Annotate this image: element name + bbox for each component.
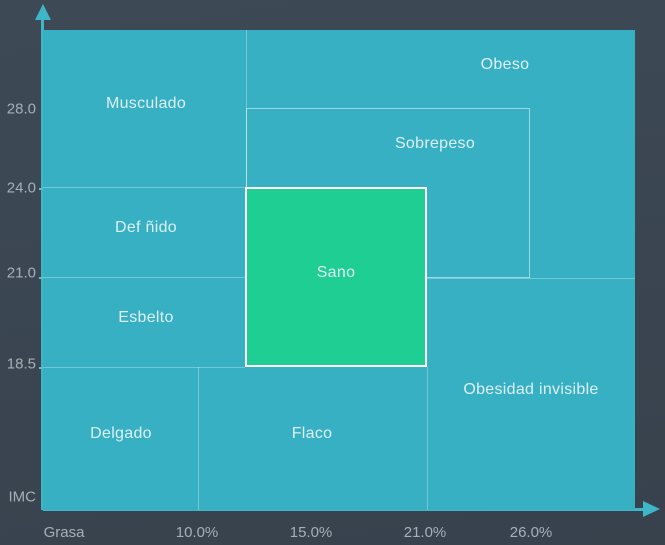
zone-sano xyxy=(245,187,427,367)
zone-label-musculado: Musculado xyxy=(105,95,187,112)
y-axis-arrow-icon xyxy=(35,4,51,20)
zone-divider-line xyxy=(427,278,635,279)
zone-label-def-ido: Def ñido xyxy=(115,219,177,236)
zone-label-flaco: Flaco xyxy=(291,425,333,442)
y-tick-: 28.0 xyxy=(6,100,36,118)
y-axis-notch xyxy=(39,188,43,190)
zone-label-sobrepeso: Sobrepeso xyxy=(394,135,476,152)
zone-divider-line xyxy=(43,277,245,278)
zone-label-delgado: Delgado xyxy=(90,425,152,442)
zone-label-obesidad-invisible: Obesidad invisible xyxy=(463,381,599,398)
zone-label-sano: Sano xyxy=(316,264,356,281)
zone-label-esbelto: Esbelto xyxy=(118,309,174,326)
x-tick-: 21.0% xyxy=(403,524,447,541)
y-tick-: 18.5 xyxy=(6,355,36,373)
zone-divider-line xyxy=(246,30,247,187)
zone-divider-line xyxy=(43,367,245,368)
plot-area: Musculado Obeso Sobrepeso Def ñido Sano Esbel… xyxy=(43,30,635,510)
zone-label-obeso: Obeso xyxy=(480,56,530,73)
y-tick-: 24.0 xyxy=(6,179,36,197)
y-tick-imc: IMC xyxy=(8,488,37,506)
y-tick-: 21.0 xyxy=(6,264,36,282)
x-tick-: 10.0% xyxy=(175,524,219,541)
y-axis-line xyxy=(41,18,44,510)
y-axis-notch xyxy=(39,277,43,279)
y-axis-notch xyxy=(39,367,43,369)
x-tick-: 26.0% xyxy=(509,524,553,541)
x-tick-: 15.0% xyxy=(289,524,333,541)
x-axis-arrow-icon xyxy=(643,501,660,517)
zone-divider-line xyxy=(427,367,428,510)
zone-divider-line xyxy=(43,187,246,188)
x-tick-grasa: Grasa xyxy=(43,524,85,541)
zone-divider-line xyxy=(198,367,199,510)
